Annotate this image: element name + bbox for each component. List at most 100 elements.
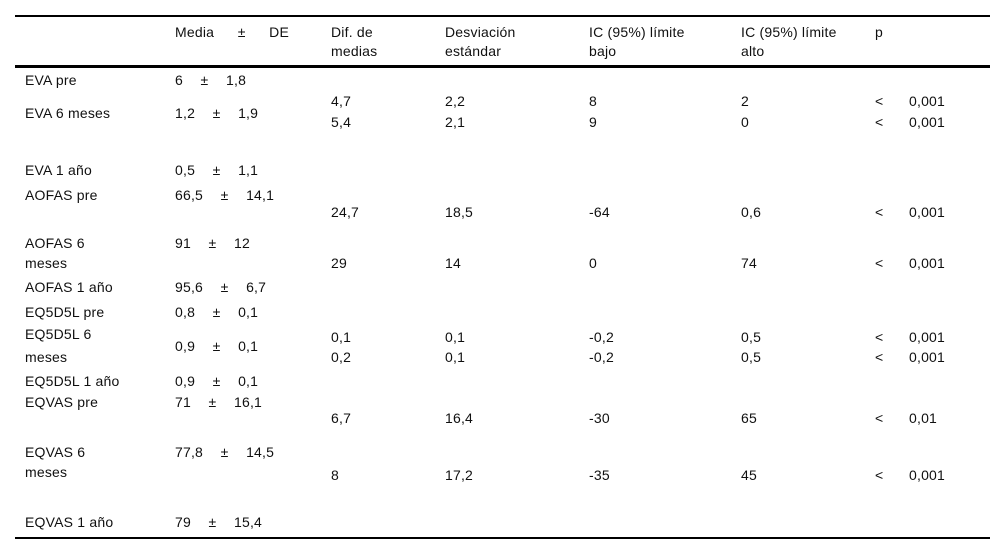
p-sign: <: [875, 255, 884, 271]
sd-value: 0,1: [238, 304, 259, 320]
dif-medias-value: 0,1: [331, 329, 352, 345]
sd-value: 1,9: [238, 105, 259, 121]
mean-value: 0,5: [175, 162, 196, 178]
p-sign: <: [875, 204, 884, 220]
measure-row-eva-6-meses: EVA 6 meses 1,2 ± 1,9: [0, 104, 1000, 122]
mean-cell: 6 ± 1,8: [175, 71, 246, 89]
p-value: 0,01: [909, 410, 938, 426]
plus-minus-icon: ±: [200, 72, 209, 88]
ic-low-value: -64: [589, 204, 610, 220]
mean-cell: 0,5 ± 1,1: [175, 161, 258, 179]
row-label-line2: meses: [25, 464, 68, 480]
sd-value: 0,1: [238, 373, 259, 389]
col-header-de-label: DE: [269, 24, 289, 40]
desviacion-value: 14: [445, 255, 461, 271]
sd-value: 15,4: [233, 514, 263, 530]
col-header-desviacion-line2: estándar: [445, 43, 502, 59]
plus-minus-icon: ±: [212, 338, 221, 354]
p-value: 0,001: [909, 255, 946, 271]
mean-cell: 66,5 ± 14,1: [175, 186, 274, 204]
measure-row-aofas-1-ano: AOFAS 1 año 95,6 ± 6,7: [0, 278, 1000, 296]
plus-minus-icon: ±: [212, 304, 221, 320]
mean-value: 0,9: [175, 338, 196, 354]
ic-high-value: 0,6: [741, 204, 762, 220]
col-header-ic-bajo-line2: bajo: [589, 43, 617, 59]
row-label: AOFAS pre: [25, 187, 98, 203]
mean-cell: 79 ± 15,4: [175, 513, 262, 531]
table-header-rule: [15, 65, 990, 68]
table-bottom-rule: [15, 537, 990, 539]
ic-low-value: 8: [589, 93, 597, 109]
desviacion-value: 16,4: [445, 410, 474, 426]
plus-minus-icon: ±: [212, 162, 221, 178]
desviacion-value: 0,1: [445, 329, 466, 345]
dif-medias-value: 6,7: [331, 410, 352, 426]
mean-value: 91: [175, 235, 191, 251]
mean-value: 0,9: [175, 373, 196, 389]
row-label-line2: meses: [25, 349, 68, 365]
desviacion-value: 2,2: [445, 93, 466, 109]
row-label: EQ5D5L pre: [25, 304, 105, 320]
mean-cell: 0,9 ± 0,1: [175, 337, 258, 355]
measure-row-eva-1-ano: EVA 1 año 0,5 ± 1,1: [0, 161, 1000, 179]
measure-row-eq5d5l-6-meses: EQ5D5L 6: [0, 325, 1000, 343]
col-header-dif-medias-line2: medias: [331, 43, 378, 59]
ic-low-value: -0,2: [589, 349, 614, 365]
row-label: EQ5D5L 6: [25, 326, 92, 342]
measure-row-eqvas-1-ano: EQVAS 1 año 79 ± 15,4: [0, 513, 1000, 531]
ic-high-value: 0,5: [741, 329, 762, 345]
measure-row-eqvas-6-meses: EQVAS 6 77,8 ± 14,5: [0, 443, 1000, 461]
desviacion-value: 0,1: [445, 349, 466, 365]
col-header-desviacion: Desviación: [445, 24, 516, 40]
dif-medias-value: 8: [331, 467, 339, 483]
sd-value: 1,1: [238, 162, 259, 178]
measure-row-eq5d5l-6-meses-mean: 0,9 ± 0,1: [0, 337, 1000, 355]
measure-row-eqvas-6-meses-line2: meses: [0, 463, 1000, 481]
ic-high-value: 74: [741, 255, 757, 271]
p-sign: <: [875, 467, 884, 483]
row-label: EVA pre: [25, 72, 77, 88]
p-value: 0,001: [909, 349, 946, 365]
row-label: EQVAS 1 año: [25, 514, 114, 530]
mean-cell: 71 ± 16,1: [175, 393, 262, 411]
col-header-media: Media ± DE: [175, 23, 289, 41]
plus-minus-icon: ±: [212, 373, 221, 389]
desviacion-value: 18,5: [445, 204, 474, 220]
p-sign: <: [875, 114, 884, 130]
header-row-line1: Media ± DE Dif. de Desviación IC (95%) l…: [0, 23, 1000, 41]
sd-value: 14,1: [246, 187, 275, 203]
mean-value: 0,8: [175, 304, 196, 320]
ic-high-value: 0,5: [741, 349, 762, 365]
plus-minus-icon: ±: [220, 279, 229, 295]
measure-row-eva-pre: EVA pre 6 ± 1,8: [0, 71, 1000, 89]
row-label: EQVAS 6: [25, 444, 86, 460]
col-header-ic-alto: IC (95%) límite: [741, 24, 837, 40]
mean-cell: 0,9 ± 0,1: [175, 372, 258, 390]
sd-value: 1,8: [226, 72, 247, 88]
row-label: AOFAS 6: [25, 235, 85, 251]
ic-low-value: 0: [589, 255, 597, 271]
dif-medias-value: 4,7: [331, 93, 352, 109]
mean-value: 6: [175, 72, 183, 88]
mean-value: 95,6: [175, 279, 204, 295]
desviacion-value: 17,2: [445, 467, 474, 483]
p-value: 0,001: [909, 204, 946, 220]
col-header-media-label: Media: [175, 24, 215, 40]
ic-high-value: 0: [741, 114, 749, 130]
measure-row-aofas-pre: AOFAS pre 66,5 ± 14,1: [0, 186, 1000, 204]
p-value: 0,001: [909, 467, 946, 483]
mean-value: 71: [175, 394, 191, 410]
p-value: 0,001: [909, 114, 946, 130]
row-label: EQ5D5L 1 año: [25, 373, 120, 389]
plus-minus-icon: ±: [212, 105, 221, 121]
ic-high-value: 2: [741, 93, 749, 109]
plus-minus-icon: ±: [220, 187, 229, 203]
col-header-dif-medias: Dif. de: [331, 24, 373, 40]
row-label: AOFAS 1 año: [25, 279, 113, 295]
comparison-row: 0,1 0,1 -0,2 0,5 < 0,001: [0, 328, 1000, 346]
mean-value: 1,2: [175, 105, 196, 121]
mean-value: 79: [175, 514, 191, 530]
row-label: EQVAS pre: [25, 394, 99, 410]
sd-value: 0,1: [238, 338, 259, 354]
plus-minus-icon: ±: [208, 235, 217, 251]
